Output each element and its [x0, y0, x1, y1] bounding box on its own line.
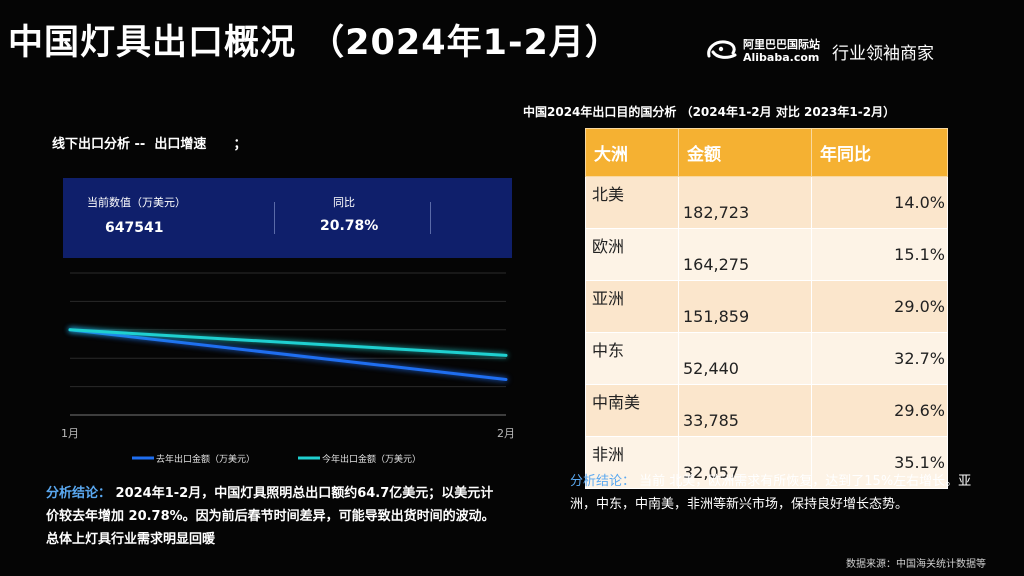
- table-row: 中南美 33,785 29.6%: [585, 384, 948, 437]
- table-row: 非洲 32,057 35.1%: [585, 436, 948, 489]
- export-analysis-subtitle: 线下出口分析 -- 出口增速 ；: [52, 137, 247, 152]
- right-conclusion-label: 分析结论：: [570, 474, 636, 489]
- logo-chinese-name: 阿里巴巴国际站: [743, 38, 820, 51]
- logo-english-name: Alibaba.com: [743, 51, 820, 64]
- region-cell: 中东: [585, 332, 679, 385]
- left-conclusion: 分析结论： 2024年1-2月，中国灯具照明总出口额约64.7亿美元；以美元计价…: [46, 482, 496, 551]
- current-value: 647541: [105, 220, 164, 236]
- left-conclusion-label: 分析结论：: [46, 486, 112, 501]
- series-line: [68, 328, 508, 381]
- logo-slogan: 行业领袖商家: [832, 43, 934, 64]
- column-header-region: 大洲: [585, 128, 679, 177]
- amount-cell: 182,723: [678, 176, 812, 229]
- table-row: 中东 52,440 32.7%: [585, 332, 948, 385]
- region-cell: 北美: [585, 176, 679, 229]
- column-header-amount: 金额: [678, 128, 812, 177]
- yoy-cell: 15.1%: [811, 228, 948, 281]
- table-row: 欧洲 164,275 15.1%: [585, 228, 948, 281]
- series-line: [68, 328, 508, 357]
- yoy-cell: 32.7%: [811, 332, 948, 385]
- yoy-value: 20.78%: [320, 218, 379, 234]
- column-header-yoy: 年同比: [811, 128, 948, 177]
- region-cell: 中南美: [585, 384, 679, 437]
- amount-cell: 33,785: [678, 384, 812, 437]
- right-conclusion: 分析结论： 当前 北美，欧洲需求有所恢复，达到了15%左右增长。亚洲，中东，中南…: [570, 470, 990, 516]
- yoy-label: 同比: [333, 196, 355, 209]
- destination-table: 大洲 金额 年同比 北美 182,723 14.0% 欧洲 164,275 15…: [585, 128, 948, 489]
- yoy-cell: 14.0%: [811, 176, 948, 229]
- x-tick-label: 1月: [61, 427, 79, 440]
- kpi-divider: [274, 202, 275, 234]
- alibaba-logo: 阿里巴巴国际站 Alibaba.com 行业领袖商家: [705, 38, 934, 64]
- yoy-cell: 29.6%: [811, 384, 948, 437]
- alibaba-logo-icon: [707, 40, 737, 59]
- x-tick-label: 2月: [497, 427, 515, 440]
- amount-cell: 151,859: [678, 280, 812, 333]
- yoy-cell: 29.0%: [811, 280, 948, 333]
- legend-label: 去年出口金额（万美元）: [156, 453, 255, 465]
- table-row: 亚洲 151,859 29.0%: [585, 280, 948, 333]
- legend-label: 今年出口金额（万美元）: [322, 453, 421, 465]
- data-source: 数据来源：中国海关统计数据等: [846, 559, 986, 570]
- table-header-row: 大洲 金额 年同比: [585, 128, 948, 177]
- right-conclusion-text: 当前 北美，欧洲需求有所恢复，达到了15%左右增长。亚洲，中东，中南美，非洲等新…: [570, 474, 972, 512]
- left-conclusion-text: 2024年1-2月，中国灯具照明总出口额约64.7亿美元；以美元计价较去年增加 …: [46, 486, 495, 547]
- yoy-cell: 35.1%: [811, 436, 948, 489]
- destination-table-title: 中国2024年出口目的国分析 （2024年1-2月 对比 2023年1-2月）: [523, 105, 896, 119]
- kpi-divider: [430, 202, 431, 234]
- current-value-label: 当前数值（万美元）: [87, 196, 186, 209]
- kpi-panel: 当前数值（万美元） 647541 同比 20.78%: [63, 178, 512, 258]
- page-title: 中国灯具出口概况 （2024年1-2月）: [8, 23, 621, 63]
- amount-cell: 52,440: [678, 332, 812, 385]
- amount-cell: 32,057: [678, 436, 812, 489]
- table-row: 北美 182,723 14.0%: [585, 176, 948, 229]
- amount-cell: 164,275: [678, 228, 812, 281]
- region-cell: 欧洲: [585, 228, 679, 281]
- region-cell: 亚洲: [585, 280, 679, 333]
